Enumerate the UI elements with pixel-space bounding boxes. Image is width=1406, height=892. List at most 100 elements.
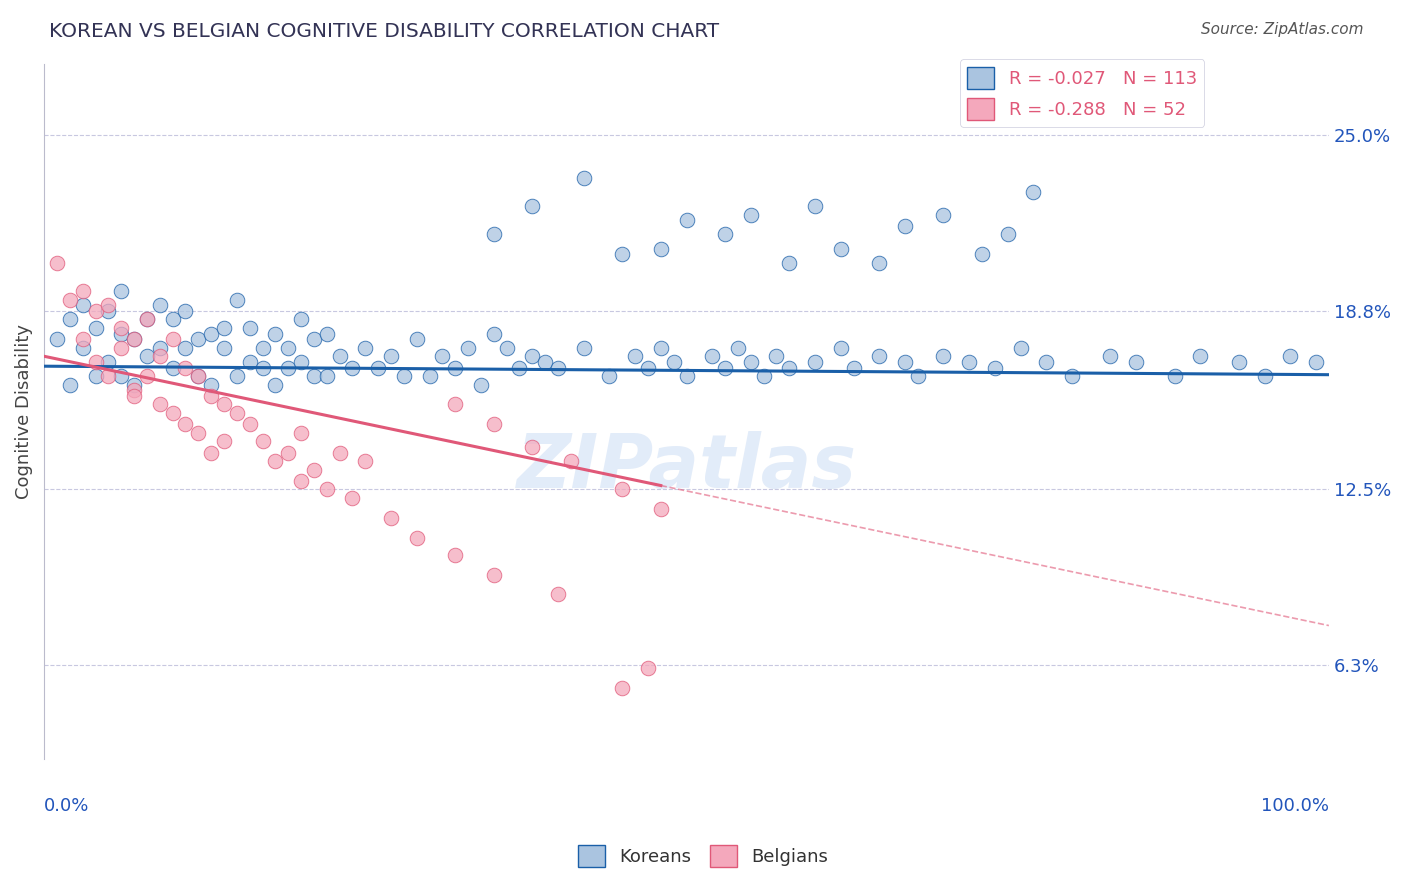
Point: [212, 434, 235, 449]
Point: [110, 326, 132, 341]
Point: [315, 326, 337, 341]
Point: [110, 369, 132, 384]
Text: KOREAN VS BELGIAN COGNITIVE DISABILITY CORRELATION CHART: KOREAN VS BELGIAN COGNITIVE DISABILITY C…: [49, 22, 720, 41]
Point: [650, 502, 672, 516]
Point: [84, 369, 107, 384]
Point: [405, 531, 427, 545]
Point: [342, 491, 364, 505]
Point: [264, 454, 287, 468]
Point: [329, 445, 352, 459]
Point: [149, 397, 172, 411]
Point: [239, 417, 262, 432]
Point: [778, 256, 800, 270]
Point: [302, 332, 325, 346]
Point: [1125, 355, 1147, 369]
Point: [432, 349, 454, 363]
Point: [675, 369, 697, 384]
Point: [1164, 369, 1187, 384]
Point: [329, 349, 352, 363]
Point: [495, 341, 517, 355]
Y-axis label: Cognitive Disability: Cognitive Disability: [15, 324, 32, 499]
Point: [419, 369, 441, 384]
Point: [1060, 369, 1083, 384]
Point: [342, 360, 364, 375]
Point: [187, 369, 209, 384]
Point: [714, 360, 737, 375]
Point: [135, 312, 157, 326]
Point: [59, 293, 82, 307]
Point: [405, 332, 427, 346]
Point: [135, 312, 157, 326]
Point: [508, 360, 530, 375]
Point: [315, 483, 337, 497]
Point: [252, 434, 274, 449]
Point: [804, 355, 827, 369]
Point: [457, 341, 479, 355]
Point: [534, 355, 557, 369]
Point: [1035, 355, 1057, 369]
Point: [675, 213, 697, 227]
Point: [522, 440, 544, 454]
Point: [290, 425, 312, 440]
Point: [662, 355, 685, 369]
Point: [560, 454, 582, 468]
Point: [778, 360, 800, 375]
Point: [110, 321, 132, 335]
Point: [482, 567, 505, 582]
Point: [547, 587, 569, 601]
Point: [752, 369, 775, 384]
Point: [612, 247, 634, 261]
Point: [162, 406, 184, 420]
Point: [650, 341, 672, 355]
Point: [1022, 185, 1045, 199]
Point: [72, 332, 94, 346]
Point: [110, 341, 132, 355]
Point: [239, 355, 262, 369]
Point: [212, 321, 235, 335]
Point: [894, 219, 917, 233]
Point: [84, 321, 107, 335]
Point: [444, 548, 467, 562]
Point: [932, 208, 955, 222]
Point: [572, 341, 595, 355]
Point: [894, 355, 917, 369]
Point: [59, 312, 82, 326]
Point: [59, 377, 82, 392]
Point: [367, 360, 389, 375]
Point: [97, 355, 120, 369]
Point: [1227, 355, 1250, 369]
Legend: Koreans, Belgians: Koreans, Belgians: [571, 838, 835, 874]
Point: [84, 355, 107, 369]
Point: [239, 321, 262, 335]
Point: [46, 332, 69, 346]
Point: [97, 298, 120, 312]
Point: [72, 284, 94, 298]
Point: [252, 360, 274, 375]
Point: [804, 199, 827, 213]
Point: [162, 312, 184, 326]
Point: [135, 349, 157, 363]
Point: [302, 369, 325, 384]
Point: [970, 247, 993, 261]
Point: [380, 511, 402, 525]
Point: [277, 341, 299, 355]
Point: [290, 312, 312, 326]
Point: [225, 369, 247, 384]
Point: [122, 332, 145, 346]
Point: [740, 355, 762, 369]
Point: [1189, 349, 1212, 363]
Point: [612, 681, 634, 695]
Point: [72, 341, 94, 355]
Point: [765, 349, 787, 363]
Point: [842, 360, 865, 375]
Point: [290, 355, 312, 369]
Point: [162, 360, 184, 375]
Point: [1305, 355, 1327, 369]
Point: [444, 360, 467, 375]
Point: [200, 326, 222, 341]
Point: [354, 454, 377, 468]
Text: ZIPatlas: ZIPatlas: [516, 431, 856, 504]
Point: [380, 349, 402, 363]
Point: [572, 170, 595, 185]
Point: [1279, 349, 1302, 363]
